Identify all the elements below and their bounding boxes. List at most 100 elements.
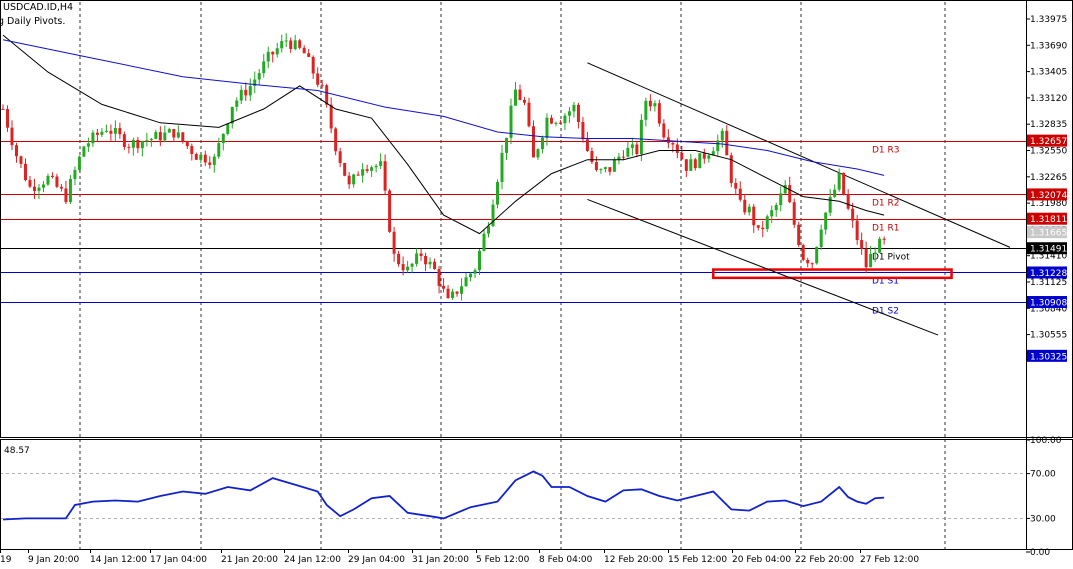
candle-body <box>176 132 180 138</box>
candle-body <box>594 162 598 170</box>
candle-body <box>82 146 86 157</box>
candle-body <box>576 104 580 123</box>
candle-body <box>855 220 859 241</box>
candle-body <box>774 205 778 211</box>
rsi-panel-frame <box>0 439 1073 550</box>
pivot-price-badge <box>1027 212 1067 225</box>
candle-body <box>779 193 783 206</box>
candle-body <box>572 104 576 112</box>
candle-body <box>770 210 774 217</box>
candle-body <box>181 132 185 142</box>
candle-body <box>343 162 347 176</box>
candle-body <box>878 238 882 253</box>
candle-body <box>558 122 562 124</box>
candle-body <box>801 245 805 260</box>
pivot-price-badge <box>1027 266 1067 279</box>
candle-body <box>388 190 392 232</box>
x-tick-label: 29 Jan 04:00 <box>348 555 405 565</box>
candle-body <box>473 270 477 274</box>
candle-body <box>882 238 886 240</box>
candle-body <box>122 134 126 147</box>
candle-body <box>536 149 540 158</box>
candle-body <box>531 126 535 158</box>
candle-body <box>131 139 135 148</box>
candle-body <box>37 187 41 191</box>
moving-averages <box>2 34 885 235</box>
candle-body <box>738 188 742 200</box>
candle-body <box>464 277 468 287</box>
candle-body <box>783 185 787 194</box>
candle-body <box>365 169 369 171</box>
candle-body <box>406 266 410 271</box>
candle-body <box>334 128 338 152</box>
candle-body <box>77 156 81 170</box>
candle-body <box>599 169 603 171</box>
candle-body <box>361 169 365 176</box>
candle-body <box>248 85 252 96</box>
x-tick-label: 9 Jan 20:00 <box>28 555 80 565</box>
candle-body <box>32 186 36 191</box>
x-tick-label: 22 Feb 20:00 <box>795 555 854 565</box>
pivot-label: D1 Pivot <box>872 253 910 263</box>
candle-body <box>711 151 715 156</box>
candle-body <box>167 129 171 133</box>
y-tick-label: 1.33975 <box>1030 15 1067 25</box>
candle-body <box>478 250 482 271</box>
candle-body <box>109 130 113 134</box>
candle-body <box>262 61 266 74</box>
candle-body <box>761 227 765 230</box>
y-tick-label: 1.30840 <box>1030 304 1067 314</box>
pivot-label: D1 R3 <box>872 146 900 156</box>
candle-body <box>509 105 513 138</box>
candle-body <box>585 139 589 152</box>
candle-body <box>163 132 167 141</box>
candle-body <box>392 231 396 254</box>
candle-body <box>702 153 706 159</box>
rsi-line <box>2 470 885 521</box>
y-tick-label: 1.33120 <box>1030 94 1067 104</box>
candle-body <box>505 137 508 153</box>
x-tick-label: 12 Feb 20:00 <box>604 555 663 565</box>
candle-body <box>28 180 32 187</box>
candle-body <box>140 141 144 149</box>
candle-body <box>221 133 225 144</box>
pivot-label: D1 S1 <box>872 277 899 287</box>
candle-body <box>851 208 855 221</box>
candle-body <box>293 40 297 50</box>
candle-body <box>563 115 567 124</box>
candle-body <box>86 143 90 147</box>
candle-body <box>460 286 464 294</box>
candle-body <box>518 89 522 100</box>
candle-body <box>23 163 27 181</box>
x-tick-label: 15 Feb 12:00 <box>668 555 727 565</box>
candle-body <box>482 233 486 251</box>
candle-body <box>397 253 401 265</box>
candle-body <box>356 174 360 176</box>
pivot-label: D1 S2 <box>872 307 899 317</box>
candle-body <box>752 206 756 226</box>
rsi-tick-label: 70.00 <box>1030 470 1056 480</box>
current-price-badge <box>1027 226 1067 239</box>
candle-body <box>415 253 419 264</box>
candle-body <box>307 53 311 57</box>
candle-body <box>842 172 846 195</box>
candle-body <box>64 188 68 203</box>
bottom-price-badge-label: 1.30325 <box>1030 352 1067 362</box>
pivot-price-badge-label: 1.31228 <box>1030 269 1067 279</box>
pivot-label: D1 R2 <box>872 199 900 209</box>
candle-body <box>226 123 230 134</box>
candle-body <box>756 225 760 228</box>
pivot-price-badge-label: 1.32657 <box>1030 137 1067 147</box>
candle-body <box>437 269 441 286</box>
y-tick-label: 1.32550 <box>1030 147 1067 157</box>
x-tick-label: 14 Jan 12:00 <box>90 555 147 565</box>
candle-body <box>68 178 72 203</box>
pivot-lines: D1 R3 D1 R2 D1 R1 D1 Pivot D1 S1 D1 S2 <box>0 141 1026 317</box>
candle-body <box>500 152 504 182</box>
candle-body <box>203 154 207 163</box>
candle-body <box>379 161 383 166</box>
candle-body <box>104 130 108 132</box>
candle-body <box>298 40 302 48</box>
rsi-panel: 48.57 <box>0 446 1026 521</box>
